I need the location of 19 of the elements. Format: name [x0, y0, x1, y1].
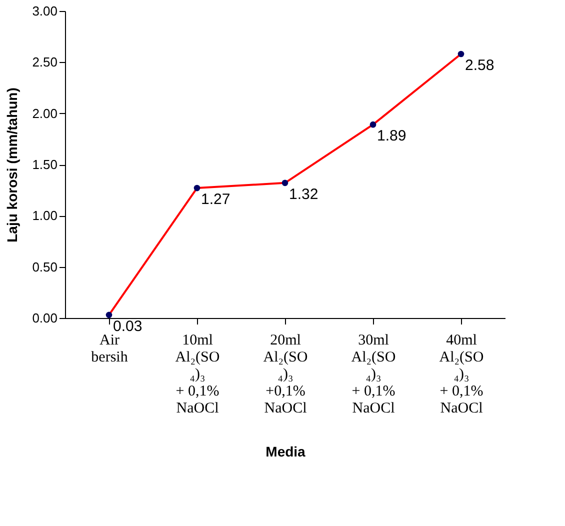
y-tick-label: 3.00 [32, 4, 58, 18]
x-tick-label: 10ml Al₂(SO ₄)₃ + 0,1% NaOCl [175, 332, 220, 416]
data-label: 1.27 [201, 191, 230, 208]
y-tick-label: 2.00 [32, 106, 58, 121]
x-axis-title: Media [266, 444, 306, 460]
y-tick-label: 0.00 [32, 310, 58, 326]
data-label: 1.89 [377, 128, 406, 145]
y-tick-label: 1.00 [32, 208, 58, 224]
y-tick-label: 0.50 [32, 259, 58, 274]
x-tick-label: 20ml Al₂(SO ₄)₃ +0,1% NaOCl [263, 332, 308, 416]
y-tick-label: 2.50 [32, 54, 58, 70]
y-tick-label: 1.50 [32, 157, 58, 172]
data-label: 2.58 [465, 56, 494, 74]
data-label: 0.03 [113, 318, 142, 335]
x-tick-label: 30ml Al₂(SO ₄)₃ + 0,1% NaOCl [351, 332, 396, 416]
data-label: 1.32 [289, 186, 318, 203]
x-tick-label: Air bersih [91, 332, 128, 366]
x-tick-label: 40ml Al₂(SO ₄)₃ + 0,1% NaOCl [439, 332, 484, 416]
y-axis-title: Laju korosi (mm/tahun) [4, 88, 20, 242]
